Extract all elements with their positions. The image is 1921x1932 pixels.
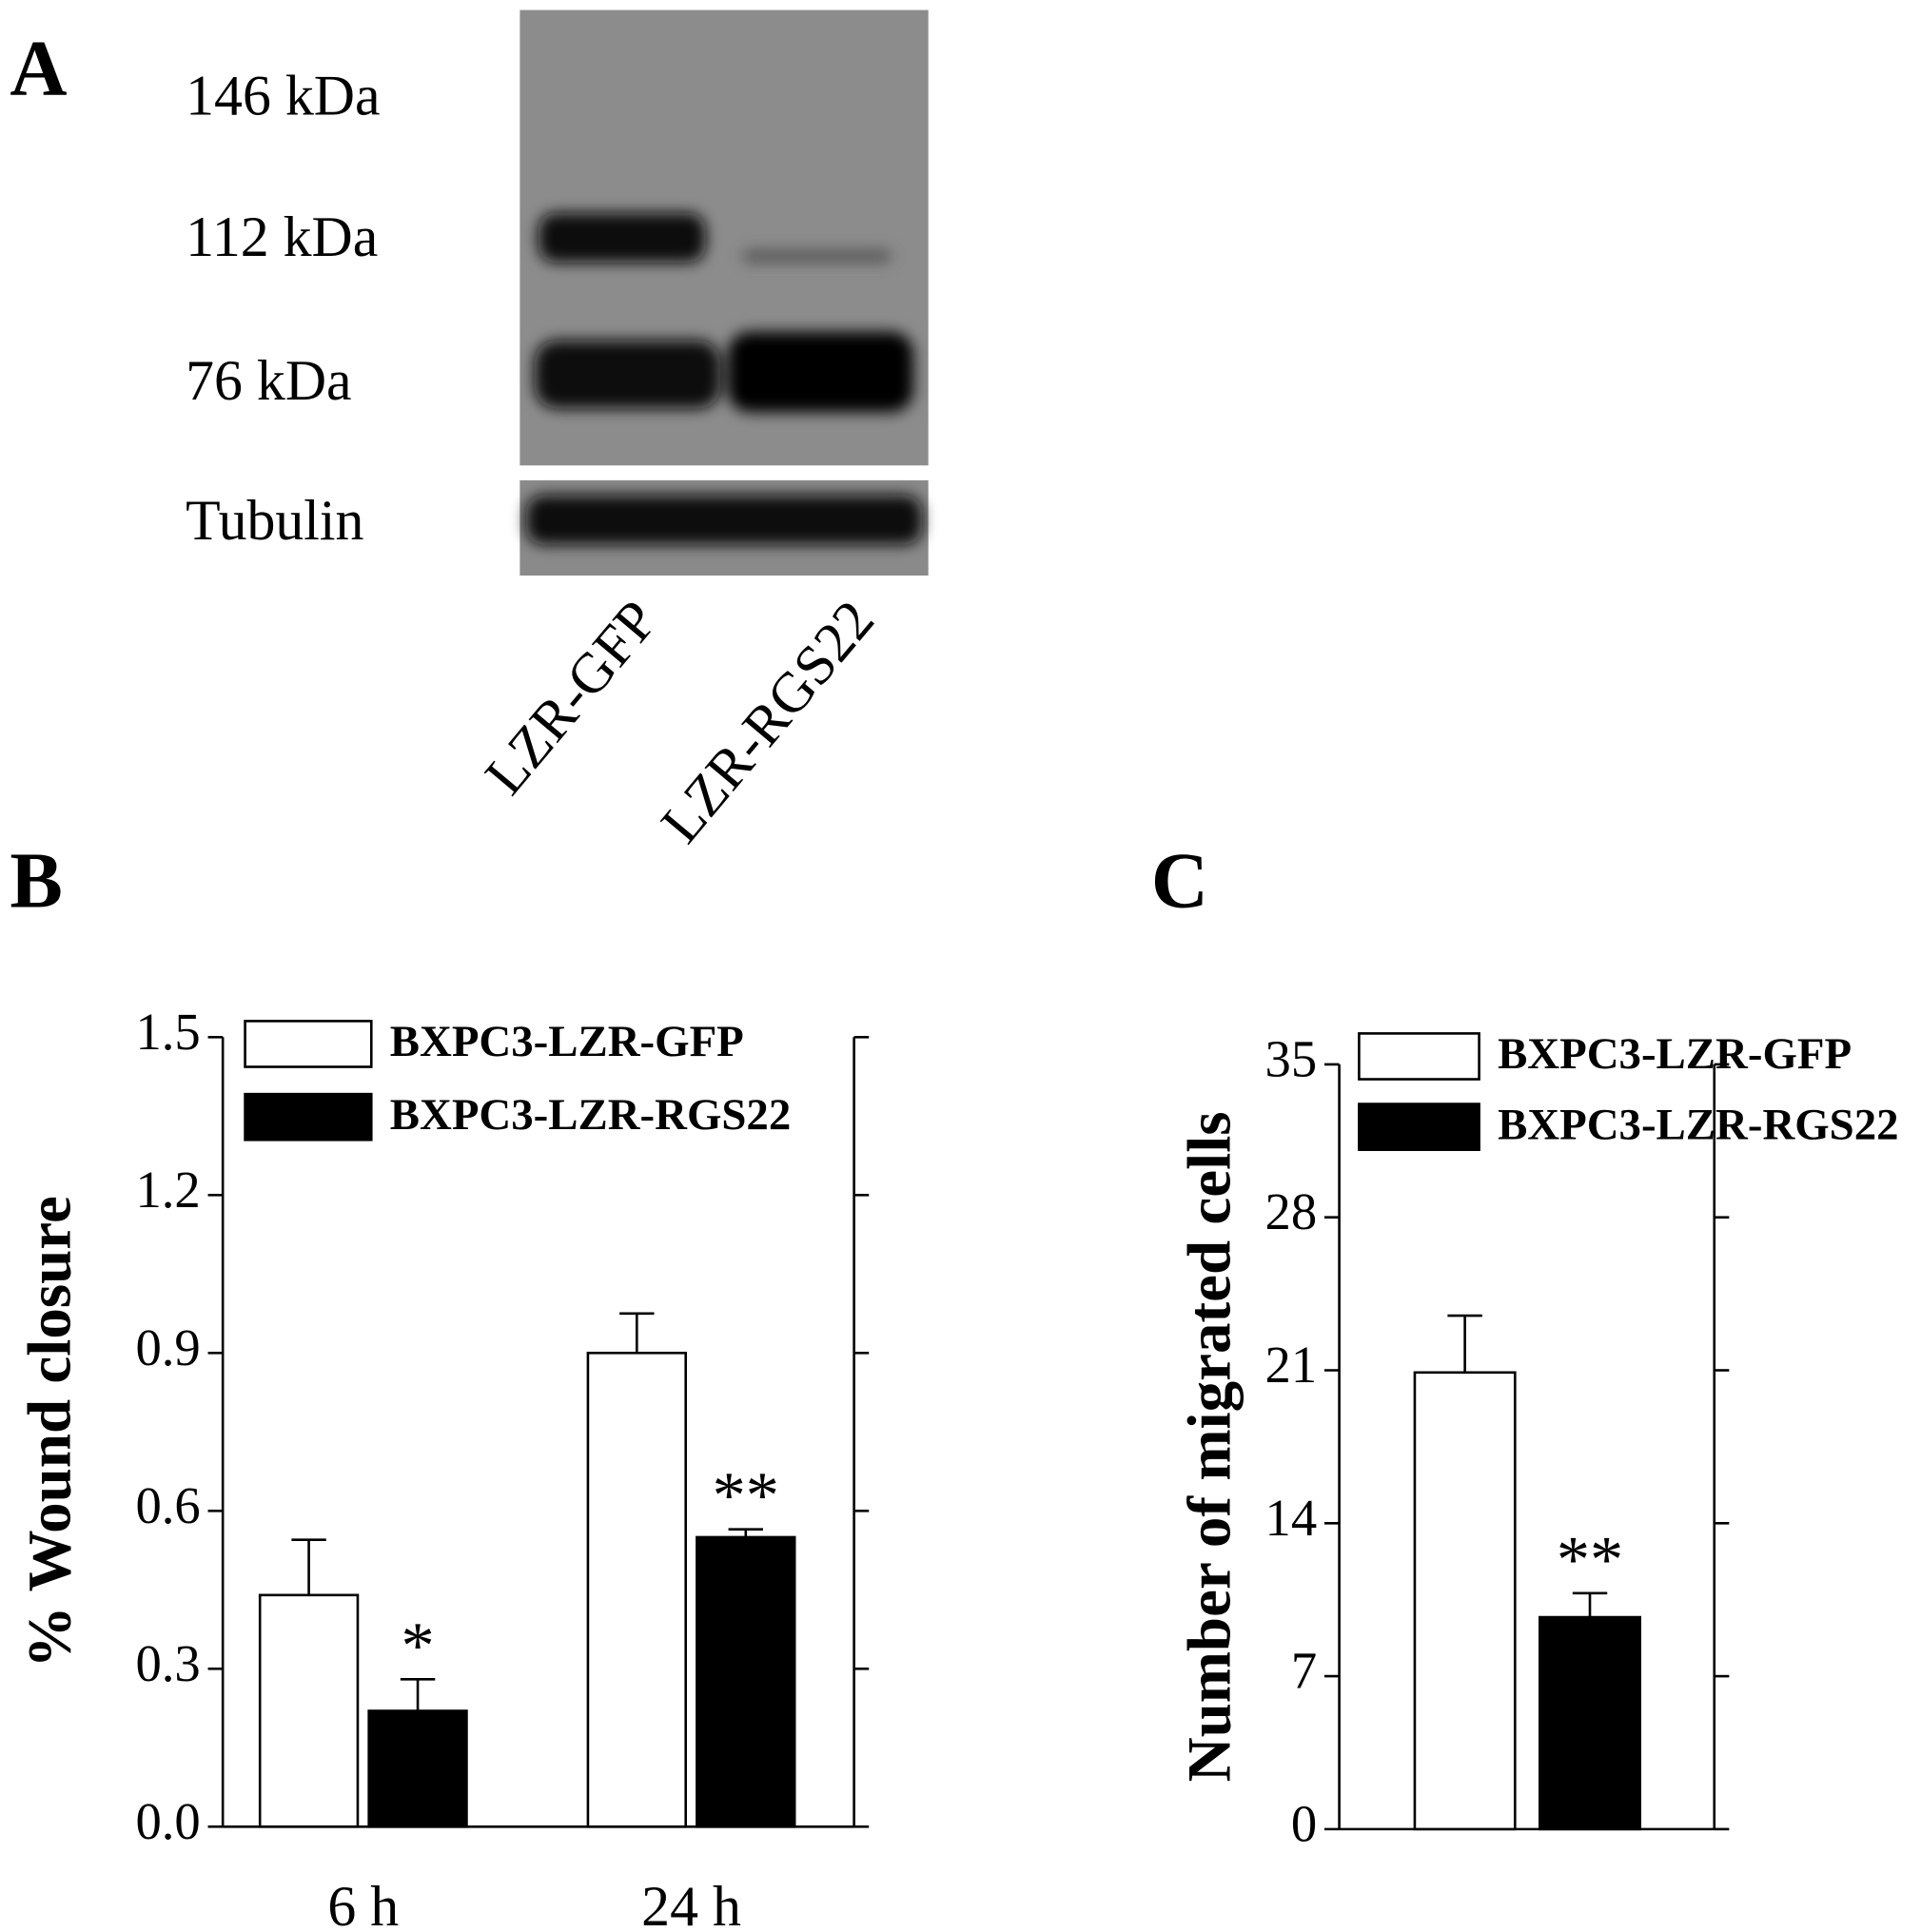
y-axis-label: Number of migrated cells	[1175, 1111, 1244, 1782]
y-tick-label: 21	[1265, 1336, 1318, 1394]
legend-swatch	[244, 1020, 373, 1068]
bar	[1539, 1615, 1641, 1831]
panel-label: C	[1151, 837, 1208, 925]
legend-label: BXPC3-LZR-GFP	[1498, 1029, 1852, 1079]
bar	[586, 1351, 688, 1828]
x-tick-label: 6 h	[327, 1875, 399, 1932]
panel-label: A	[10, 26, 67, 113]
lane-label: LZR-GFP	[473, 589, 670, 806]
y-tick-label: 7	[1291, 1642, 1317, 1700]
y-tick-label: 1.5	[135, 1003, 200, 1061]
y-tick-label: 0	[1291, 1794, 1317, 1852]
marker-label: 146 kDa	[186, 65, 380, 127]
y-tick-label: 0.0	[135, 1792, 200, 1850]
legend-swatch	[1358, 1032, 1480, 1081]
bar	[367, 1709, 468, 1828]
marker-label: 112 kDa	[186, 205, 378, 268]
marker-label: 76 kDa	[186, 349, 351, 412]
legend-swatch	[1358, 1103, 1480, 1151]
legend-swatch	[244, 1092, 373, 1142]
bar	[1413, 1371, 1517, 1831]
y-axis-label: % Wound closure	[15, 1196, 84, 1668]
y-tick-label: 0.3	[135, 1634, 200, 1692]
significance-label: *	[401, 1609, 434, 1683]
blot-bands	[525, 212, 923, 545]
legend-label: BXPC3-LZR-GFP	[390, 1017, 744, 1066]
significance-label: **	[1557, 1522, 1623, 1596]
lane-label: LZR-RGS22	[649, 589, 886, 854]
bar	[696, 1535, 796, 1828]
y-tick-label: 1.2	[135, 1161, 200, 1219]
x-tick-label: 24 h	[641, 1875, 741, 1932]
y-tick-label: 28	[1265, 1182, 1318, 1240]
legend-label: BXPC3-LZR-RGS22	[1498, 1100, 1898, 1149]
legend-label: BXPC3-LZR-RGS22	[390, 1090, 791, 1140]
panel-label: B	[10, 837, 63, 925]
bar	[258, 1593, 360, 1828]
y-tick-label: 35	[1265, 1029, 1318, 1087]
significance-label: **	[713, 1458, 779, 1532]
y-tick-label: 14	[1265, 1489, 1318, 1547]
loading-control-label: Tubulin	[186, 489, 363, 552]
y-tick-label: 0.9	[135, 1318, 200, 1376]
y-tick-label: 0.6	[135, 1476, 200, 1534]
